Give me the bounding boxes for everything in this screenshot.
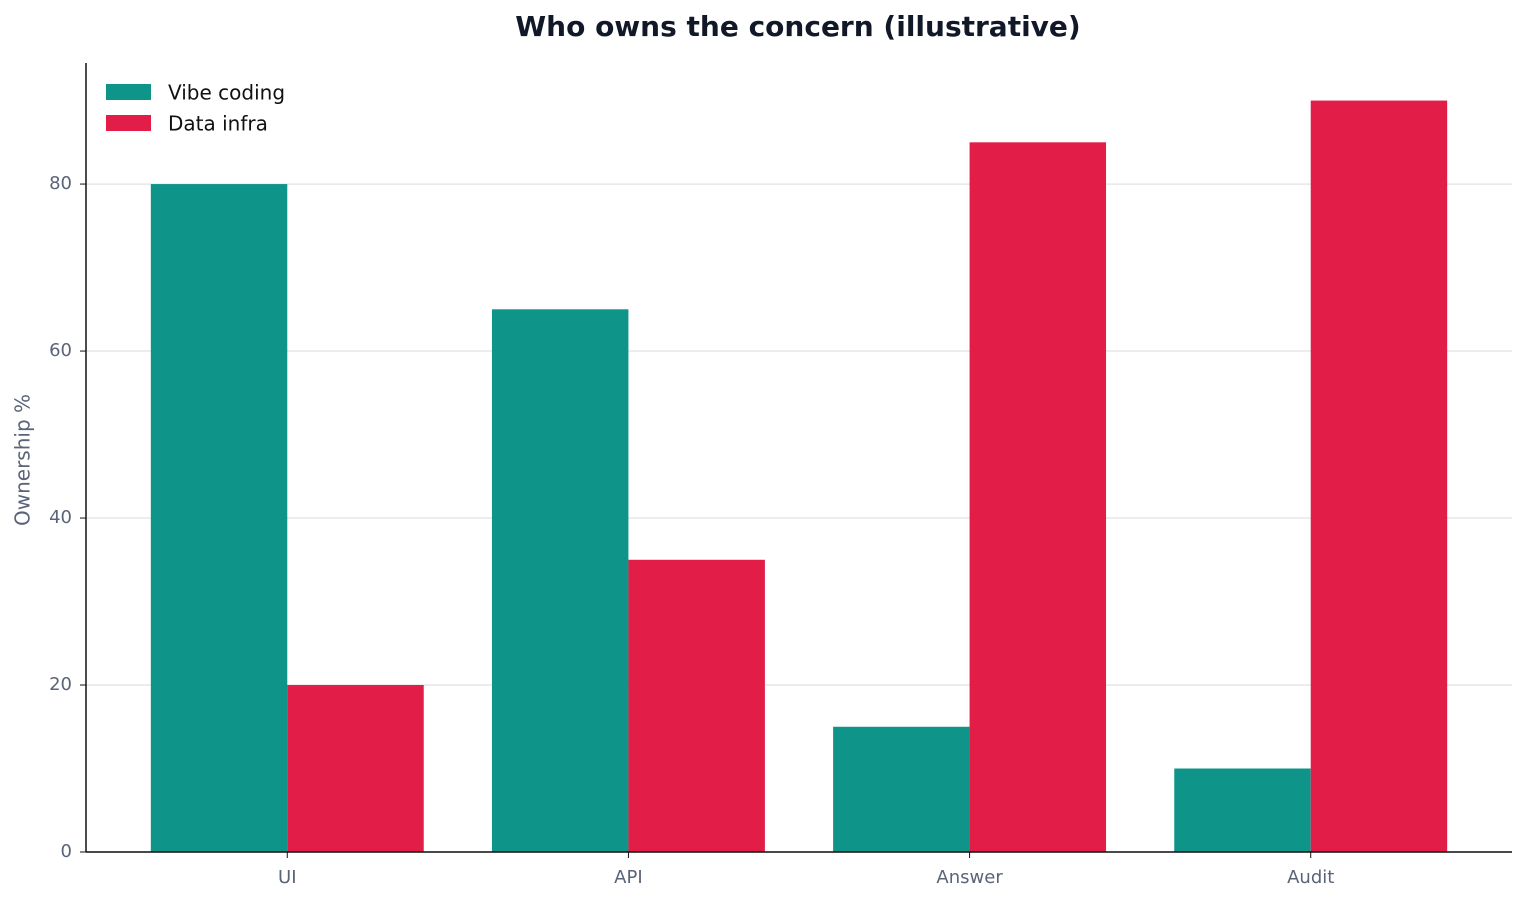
bar	[628, 559, 765, 852]
legend-label: Vibe coding	[168, 81, 285, 105]
x-tick-label: UI	[278, 867, 296, 888]
y-tick-label: 60	[49, 340, 72, 361]
bar	[287, 685, 424, 852]
bar	[969, 142, 1107, 853]
chart-title: Who owns the concern (illustrative)	[515, 10, 1080, 43]
x-tick-label: Audit	[1287, 867, 1334, 888]
bar	[1174, 768, 1311, 852]
bar	[833, 726, 970, 852]
y-tick-label: 20	[49, 674, 72, 695]
y-axis-label: Ownership %	[11, 394, 35, 526]
bar	[1310, 100, 1448, 853]
y-tick-label: 40	[49, 507, 72, 528]
y-tick-label: 0	[61, 841, 72, 862]
bar	[150, 184, 288, 853]
x-tick-label: API	[614, 867, 642, 888]
legend-swatch	[106, 115, 151, 131]
legend-swatch	[106, 84, 151, 100]
bar	[491, 309, 629, 852]
x-tick-label: Answer	[936, 867, 1003, 888]
legend-label: Data infra	[168, 112, 268, 136]
y-tick-label: 80	[49, 173, 72, 194]
